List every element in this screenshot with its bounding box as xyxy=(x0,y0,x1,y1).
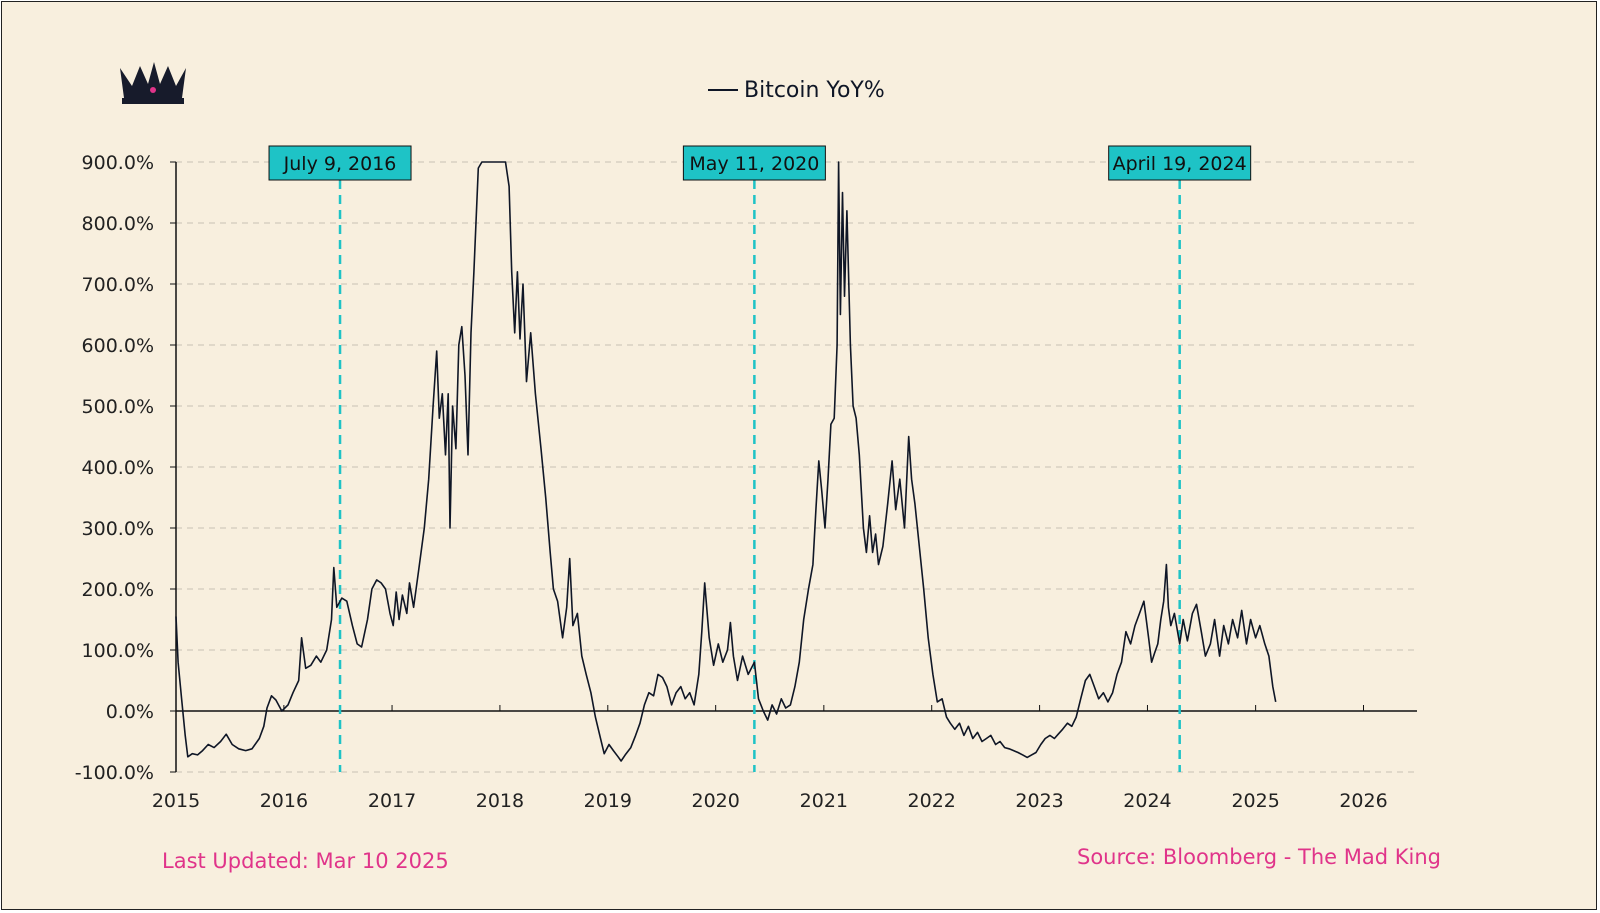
x-tick-label: 2023 xyxy=(1015,790,1063,812)
y-tick-label: 600.0% xyxy=(82,335,154,357)
event-markers xyxy=(338,180,1181,772)
y-axis-ticks: -100.0% 0.0% 100.0% 200.0% 300.0% 400.0% 500.0… xyxy=(75,152,176,784)
x-tick-label: 2017 xyxy=(368,790,416,812)
x-tick-label: 2025 xyxy=(1231,790,1279,812)
y-tick-label: 0.0% xyxy=(106,701,154,723)
x-tick-label: 2024 xyxy=(1123,790,1171,812)
x-tick-label: 2018 xyxy=(476,790,524,812)
event-marker-labels: July 9, 2016 May 11, 2020 April 19, 2024 xyxy=(268,145,1252,181)
x-tick-label: 2015 xyxy=(152,790,200,812)
x-tick-label: 2021 xyxy=(800,790,848,812)
y-tick-label: -100.0% xyxy=(75,762,154,784)
event-marker-label-box xyxy=(682,145,826,181)
x-tick-label: 2016 xyxy=(260,790,308,812)
event-marker-label-box xyxy=(1108,145,1252,181)
source-text: Source: Bloomberg - The Mad King xyxy=(1077,845,1441,869)
y-tick-label: 400.0% xyxy=(82,457,154,479)
series-line-bitcoin-yoy xyxy=(175,161,1277,762)
y-tick-label: 900.0% xyxy=(82,152,154,174)
y-tick-label: 700.0% xyxy=(82,274,154,296)
y-tick-label: 200.0% xyxy=(82,579,154,601)
event-marker-label-box xyxy=(268,145,412,181)
y-tick-label: 300.0% xyxy=(82,518,154,540)
x-tick-label: 2019 xyxy=(584,790,632,812)
crown-icon xyxy=(120,62,186,104)
event-marker-label: April 19, 2024 xyxy=(1113,153,1247,175)
last-updated-text: Last Updated: Mar 10 2025 xyxy=(162,849,449,873)
y-tick-label: 100.0% xyxy=(82,640,154,662)
event-marker-label: July 9, 2016 xyxy=(283,153,397,175)
legend-label: Bitcoin YoY% xyxy=(744,78,885,103)
x-tick-label: 2020 xyxy=(691,790,739,812)
x-tick-label: 2026 xyxy=(1339,790,1387,812)
x-tick-label: 2022 xyxy=(908,790,956,812)
legend: Bitcoin YoY% xyxy=(708,78,885,103)
y-tick-label: 500.0% xyxy=(82,396,154,418)
y-tick-label: 800.0% xyxy=(82,213,154,235)
event-marker-label: May 11, 2020 xyxy=(689,153,819,175)
x-axis-ticks: 2015 2016 2017 2018 2019 2020 2021 2022 2023 2024… xyxy=(152,705,1388,812)
axes xyxy=(175,162,1417,772)
